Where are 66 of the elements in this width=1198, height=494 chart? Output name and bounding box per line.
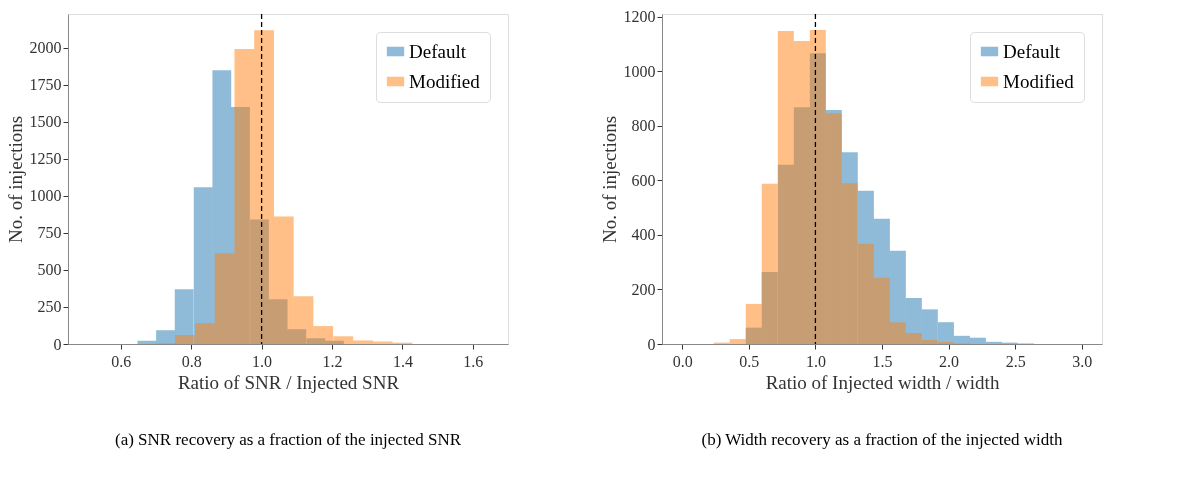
text: (a) SNR recovery as a fraction of the injected SNR [114, 430, 462, 449]
x-tick-label: 1.6 [463, 352, 484, 370]
x-tick-label: 1.0 [252, 352, 273, 370]
bar [873, 277, 890, 344]
y-tick-label: 0 [53, 335, 62, 353]
y-tick-label: 200 [631, 280, 656, 298]
bar [333, 336, 354, 344]
y-tick-label: 400 [631, 226, 656, 244]
bar [905, 333, 922, 344]
legend-label: Modified [1003, 70, 1075, 92]
y-tick-label: 1250 [29, 150, 62, 168]
bar [889, 322, 906, 344]
bar [195, 323, 215, 344]
y-tick-label: 600 [631, 171, 656, 189]
bar [793, 41, 810, 344]
bar [921, 339, 938, 344]
legend-label: Modified [409, 70, 481, 92]
x-tick-label: 2.5 [1005, 352, 1026, 370]
y-tick-label: 1000 [29, 187, 62, 205]
bar [372, 341, 393, 344]
x-tick-label: 2.0 [939, 352, 960, 370]
x-tick-label: 3.0 [1072, 352, 1093, 370]
y-tick-label: 500 [37, 261, 62, 279]
bar [857, 243, 874, 344]
y-tick-label: 1000 [623, 62, 656, 80]
x-tick-label: 1.4 [392, 352, 413, 370]
bar [174, 334, 195, 344]
y-tick-label: 1750 [29, 76, 62, 94]
bar [273, 216, 294, 344]
x-tick-label: 1.2 [322, 352, 343, 370]
bar [745, 303, 762, 344]
y-tick-label: 2000 [29, 39, 62, 57]
y-axis-title: No. of injections [598, 115, 620, 244]
bar [761, 183, 778, 344]
bar [969, 337, 986, 344]
bar [937, 322, 954, 344]
y-tick-label: 0 [647, 335, 656, 353]
bar [214, 253, 235, 344]
x-tick-label: 0.0 [672, 352, 693, 370]
x-axis-title: Ratio of SNR / Injected SNR [177, 371, 400, 393]
y-axis-title: No. of injections [4, 115, 26, 244]
bar [156, 330, 175, 344]
bar [137, 340, 157, 344]
bar [353, 340, 373, 344]
y-tick-label: 1200 [623, 8, 656, 26]
legend-label: Default [1003, 40, 1061, 62]
x-axis-title: Ratio of Injected width / width [765, 371, 1000, 393]
x-tick-label: 0.8 [181, 352, 202, 370]
bar [234, 49, 255, 344]
bar [985, 341, 1002, 344]
bar [841, 183, 858, 344]
text: (b) Width recovery as a fraction of the injected width [701, 430, 1064, 449]
bar [729, 339, 746, 344]
bar [777, 30, 794, 344]
y-tick-label: 750 [37, 224, 62, 242]
y-tick-label: 250 [37, 298, 62, 316]
x-tick-label: 0.5 [739, 352, 760, 370]
x-tick-label: 0.6 [111, 352, 132, 370]
bar [254, 30, 274, 344]
y-tick-label: 1500 [29, 113, 62, 131]
x-tick-label: 1.0 [805, 352, 826, 370]
x-tick-label: 1.5 [872, 352, 893, 370]
bar [313, 326, 334, 344]
bar [293, 296, 314, 344]
y-tick-label: 800 [631, 117, 656, 135]
legend-label: Default [409, 40, 467, 62]
